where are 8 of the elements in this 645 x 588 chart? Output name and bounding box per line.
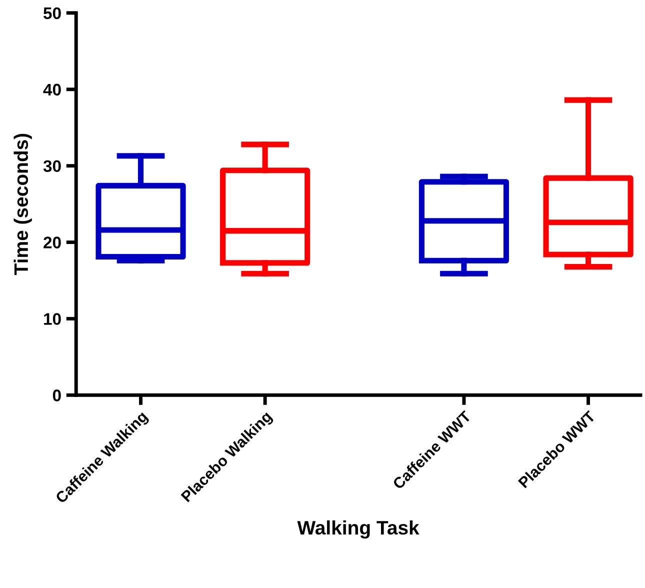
y-tick-label: 0 xyxy=(52,390,61,402)
y-tick-label: 40 xyxy=(43,84,61,96)
y-tick-label: 30 xyxy=(43,160,61,172)
y-tick-label: 10 xyxy=(44,313,61,325)
y-tick-label: 20 xyxy=(44,236,61,248)
y-tick-label: 50 xyxy=(44,7,61,20)
y-axis-title: Time (seconds) xyxy=(14,134,32,275)
x-axis-title: Walking Task xyxy=(297,520,420,539)
